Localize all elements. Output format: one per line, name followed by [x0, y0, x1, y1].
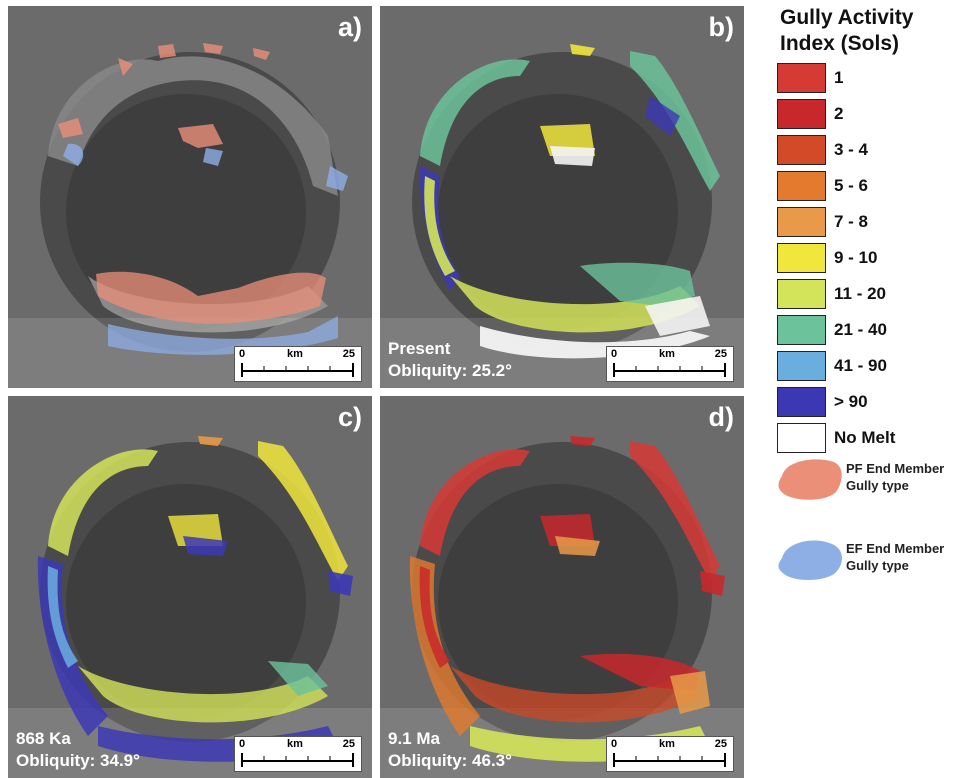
epoch-label: 868 Ka	[16, 729, 71, 748]
legend-label: 1	[834, 68, 844, 87]
pf-gully-line1: PF End Member	[846, 461, 945, 476]
scale-max: 25	[342, 348, 355, 360]
scale-max: 25	[714, 348, 727, 360]
legend-label: 9 - 10	[834, 248, 878, 267]
panel-caption-b: Present Obliquity: 25.2°	[388, 338, 512, 382]
legend-label: 41 - 90	[834, 356, 887, 375]
scale-bar-b: 0 km 25	[606, 346, 734, 382]
scale-min: 0	[611, 738, 618, 750]
legend-title-line1: Gully Activity	[780, 6, 914, 29]
legend-swatch	[777, 279, 826, 309]
legend-label: 3 - 4	[834, 140, 869, 159]
legend-swatch	[777, 99, 826, 129]
scale-ruler	[613, 753, 726, 767]
legend-label: 7 - 8	[834, 212, 869, 231]
legend-label: 21 - 40	[834, 320, 887, 339]
legend-swatch	[777, 315, 826, 345]
legend-title: Gully Activity Index (Sols)	[780, 5, 913, 57]
scale-max: 25	[342, 738, 355, 750]
legend-label: > 90	[834, 392, 868, 411]
crater-terrain-b	[380, 6, 744, 388]
scale-unit: km	[659, 348, 675, 360]
map-panel-c: c) 868 Ka Obliquity: 34.9° 0 km 25	[8, 396, 372, 778]
legend-title-line2: Index (Sols)	[780, 32, 900, 55]
pf-gully-line2: Gully type	[846, 478, 909, 493]
legend-label: 2	[834, 104, 844, 123]
ef-gully-swatch	[778, 540, 842, 580]
panel-label-d: d)	[708, 402, 734, 432]
scale-ruler	[613, 363, 726, 377]
ef-gully-label: EF End Member Gully type	[846, 540, 944, 574]
obliquity-label: Obliquity: 46.3°	[388, 751, 512, 770]
pf-gully-swatch	[778, 459, 842, 500]
scale-min: 0	[239, 738, 246, 750]
ef-gully-line1: EF End Member	[846, 541, 945, 556]
scale-ruler	[241, 363, 354, 377]
legend-swatch	[777, 243, 826, 273]
scale-bar-a: 0 km 25	[234, 346, 362, 382]
legend-swatch	[777, 135, 826, 165]
legend-label: 5 - 6	[834, 176, 869, 195]
legend-swatch	[777, 207, 826, 237]
legend-swatch	[777, 63, 826, 93]
scale-min: 0	[611, 348, 618, 360]
panel-label-b: b)	[708, 12, 734, 42]
scale-bar-d: 0 km 25	[606, 736, 734, 772]
pf-gully-label: PF End Member Gully type	[846, 460, 944, 494]
epoch-label: 9.1 Ma	[388, 729, 440, 748]
scale-min: 0	[239, 348, 246, 360]
legend-label: 11 - 20	[834, 284, 886, 303]
panel-label-a: a)	[337, 12, 362, 42]
map-panel-b: b) Present Obliquity: 25.2° 0 km 25	[380, 6, 744, 388]
legend-swatch	[777, 351, 826, 381]
legend-swatch	[777, 423, 826, 453]
legend-swatch	[777, 171, 826, 201]
scale-max: 25	[714, 738, 727, 750]
crater-terrain-c	[8, 396, 372, 778]
map-panel-d: d) 9.1 Ma Obliquity: 46.3° 0 km 25	[380, 396, 744, 778]
scale-ruler	[241, 753, 354, 767]
legend-swatch	[777, 387, 826, 417]
scale-unit: km	[287, 348, 303, 360]
legend-label: No Melt	[834, 428, 896, 447]
scale-unit: km	[659, 738, 675, 750]
map-panel-a: a) 0 km 25	[8, 6, 372, 388]
crater-terrain-a	[8, 6, 372, 388]
obliquity-label: Obliquity: 25.2°	[388, 361, 512, 380]
crater-terrain-d	[380, 396, 744, 778]
epoch-label: Present	[388, 339, 451, 358]
obliquity-label: Obliquity: 34.9°	[16, 751, 140, 770]
scale-unit: km	[287, 738, 303, 750]
panel-caption-d: 9.1 Ma Obliquity: 46.3°	[388, 728, 512, 772]
panel-label-c: c)	[337, 402, 362, 432]
panel-caption-c: 868 Ka Obliquity: 34.9°	[16, 728, 140, 772]
scale-bar-c: 0 km 25	[234, 736, 362, 772]
ef-gully-line2: Gully type	[846, 558, 909, 573]
